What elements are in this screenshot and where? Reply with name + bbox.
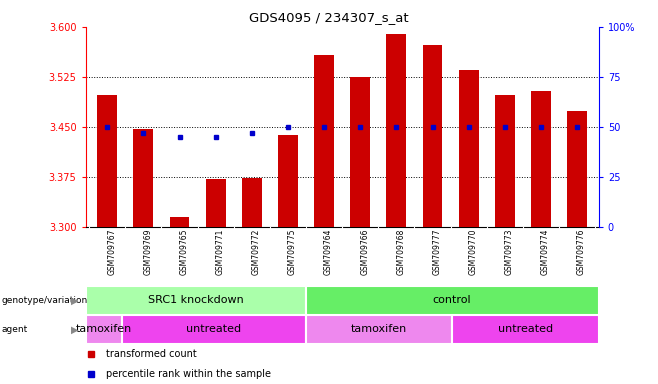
Bar: [452, 315, 599, 344]
Text: ▶: ▶: [72, 324, 79, 334]
Text: GDS4095 / 234307_s_at: GDS4095 / 234307_s_at: [249, 12, 409, 25]
Text: genotype/variation: genotype/variation: [1, 296, 88, 305]
Bar: [97, 96, 117, 227]
Text: ▶: ▶: [72, 295, 79, 306]
Text: GSM709771: GSM709771: [216, 228, 224, 275]
Text: control: control: [433, 295, 471, 306]
Bar: [305, 315, 452, 344]
Bar: [531, 91, 551, 227]
Text: GSM709775: GSM709775: [288, 228, 297, 275]
Text: GSM709776: GSM709776: [577, 228, 586, 275]
Text: GSM709777: GSM709777: [432, 228, 442, 275]
Bar: [386, 33, 407, 227]
Bar: [170, 217, 190, 227]
Text: transformed count: transformed count: [106, 349, 197, 359]
Bar: [134, 129, 153, 227]
Text: GSM709767: GSM709767: [107, 228, 116, 275]
Text: untreated: untreated: [186, 324, 241, 334]
Bar: [567, 111, 587, 227]
Bar: [278, 136, 298, 227]
Text: tamoxifen: tamoxifen: [76, 324, 132, 334]
Text: GSM709768: GSM709768: [396, 228, 405, 275]
Text: agent: agent: [1, 325, 28, 334]
Text: GSM709766: GSM709766: [360, 228, 369, 275]
Bar: [422, 45, 442, 227]
Bar: [86, 315, 122, 344]
Text: GSM709774: GSM709774: [541, 228, 550, 275]
Text: GSM709765: GSM709765: [180, 228, 188, 275]
Text: GSM709773: GSM709773: [505, 228, 514, 275]
Text: SRC1 knockdown: SRC1 knockdown: [147, 295, 243, 306]
Bar: [314, 55, 334, 227]
Bar: [242, 178, 262, 227]
Bar: [495, 96, 515, 227]
Text: GSM709769: GSM709769: [143, 228, 153, 275]
Text: GSM709772: GSM709772: [252, 228, 261, 275]
Bar: [350, 77, 370, 227]
Bar: [206, 179, 226, 227]
Bar: [459, 70, 478, 227]
Text: tamoxifen: tamoxifen: [351, 324, 407, 334]
Text: untreated: untreated: [498, 324, 553, 334]
Bar: [86, 286, 305, 315]
Bar: [305, 286, 599, 315]
Text: GSM709764: GSM709764: [324, 228, 333, 275]
Bar: [122, 315, 305, 344]
Text: percentile rank within the sample: percentile rank within the sample: [106, 369, 271, 379]
Text: GSM709770: GSM709770: [468, 228, 478, 275]
